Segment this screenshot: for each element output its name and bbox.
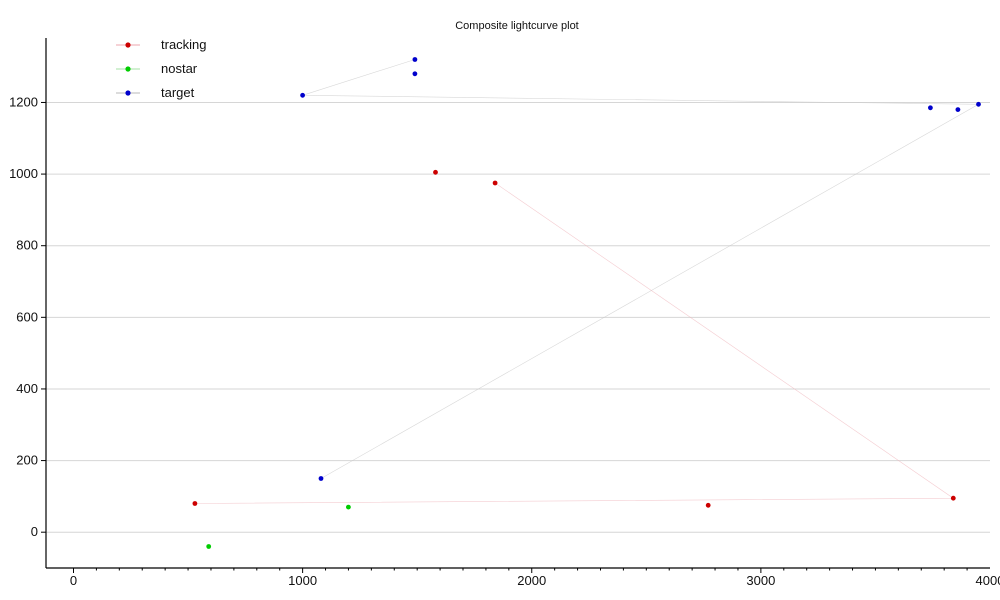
tracking-point (492, 180, 498, 186)
y-tick-label-0: 0 (31, 524, 38, 539)
axes: 0 200 400 600 800 1000 1200 0 1000 2000 3000 4000 (9, 38, 1000, 588)
series-tracking (192, 169, 956, 508)
nostar-point (346, 504, 351, 510)
legend: tracking nostar target (116, 37, 207, 100)
series-line-target (302, 59, 980, 479)
x-tick-label-2000: 2000 (517, 573, 546, 588)
legend-label-tracking: tracking (161, 37, 207, 52)
y-tick-label-400: 400 (16, 381, 38, 396)
tracking-point (433, 169, 438, 175)
legend-marker-target (125, 90, 131, 96)
target-point (412, 71, 418, 77)
legend-label-nostar: nostar (161, 61, 198, 76)
chart-title: Composite lightcurve plot (455, 20, 579, 32)
target-point (928, 105, 933, 111)
y-tick-label-600: 600 (16, 309, 38, 324)
x-tick-label-4000: 4000 (976, 573, 1000, 588)
legend-marker-nostar (125, 66, 131, 72)
legend-item-nostar: nostar (116, 61, 198, 76)
plot-area (192, 57, 981, 549)
grid-lines (46, 101, 990, 533)
y-tick-label-200: 200 (16, 453, 38, 468)
target-point (955, 107, 961, 112)
x-tick-label-0: 0 (70, 573, 77, 588)
legend-label-target: target (161, 85, 195, 100)
series-target (300, 57, 981, 481)
target-point (412, 57, 418, 62)
tracking-point (192, 501, 198, 506)
x-tick-label-3000: 3000 (746, 573, 775, 588)
series-line-tracking (194, 182, 955, 504)
legend-item-tracking: tracking (116, 37, 207, 52)
tracking-point (705, 502, 711, 508)
legend-marker-tracking (125, 42, 131, 48)
target-point (300, 92, 305, 98)
nostar-point (206, 544, 212, 549)
tracking-point (950, 495, 956, 501)
target-point (318, 476, 324, 481)
series-nostar (206, 504, 351, 549)
y-tick-label-800: 800 (16, 238, 38, 253)
legend-item-target: target (116, 85, 195, 100)
y-tick-label-1000: 1000 (9, 166, 38, 181)
y-tick-label-1200: 1200 (9, 94, 38, 109)
x-tick-label-1000: 1000 (288, 573, 317, 588)
target-point (976, 101, 981, 107)
